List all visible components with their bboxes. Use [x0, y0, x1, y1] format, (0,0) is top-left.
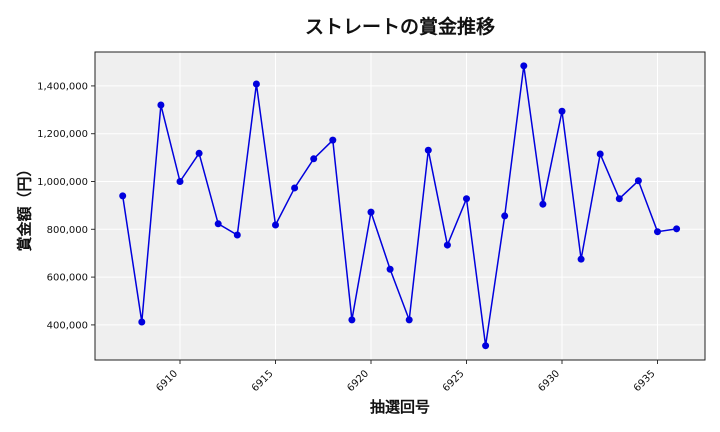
- data-point: [138, 318, 146, 326]
- data-point: [310, 155, 318, 163]
- data-point: [119, 192, 127, 200]
- data-point: [501, 212, 509, 220]
- data-point: [176, 178, 184, 185]
- data-point: [272, 221, 279, 229]
- data-point: [463, 195, 470, 203]
- data-point: [539, 200, 547, 208]
- data-point: [291, 184, 299, 192]
- data-point: [443, 241, 451, 249]
- data-point: [195, 149, 203, 157]
- data-point: [233, 231, 241, 239]
- data-point: [577, 255, 585, 263]
- data-point: [615, 195, 623, 203]
- plot-frame: [94, 51, 706, 361]
- data-point: [405, 316, 413, 324]
- data-point: [329, 136, 337, 144]
- y-tick-label: 1,000,000: [37, 177, 88, 188]
- plot-area: [95, 52, 705, 360]
- data-point: [482, 342, 490, 350]
- y-tick-label: 800,000: [47, 225, 88, 236]
- y-tick-label: 1,200,000: [37, 129, 88, 140]
- data-point: [348, 316, 356, 324]
- data-point: [214, 220, 222, 228]
- chart-title: ストレートの賞金推移: [304, 16, 495, 38]
- y-tick-label: 1,400,000: [37, 81, 88, 92]
- x-tick-label: 6935: [632, 368, 658, 394]
- data-point: [654, 228, 661, 236]
- y-tick-label: 600,000: [47, 273, 88, 284]
- data-point: [558, 107, 566, 115]
- y-tick-label: 400,000: [47, 320, 88, 331]
- x-tick-label: 6930: [536, 368, 562, 394]
- data-point: [252, 80, 260, 88]
- data-point: [386, 265, 394, 273]
- data-point: [367, 208, 375, 216]
- data-point: [673, 225, 681, 233]
- x-tick-label: 6920: [345, 368, 371, 394]
- data-point: [634, 177, 642, 185]
- data-point: [596, 150, 604, 158]
- x-tick-label: 6915: [250, 368, 276, 394]
- x-tick-label: 6925: [441, 368, 467, 394]
- x-tick-label: 6910: [154, 368, 180, 394]
- x-axis-label: 抽選回号: [369, 398, 430, 416]
- data-point: [520, 62, 528, 70]
- data-point: [157, 101, 165, 109]
- data-point: [424, 146, 432, 154]
- data-line: [121, 65, 677, 346]
